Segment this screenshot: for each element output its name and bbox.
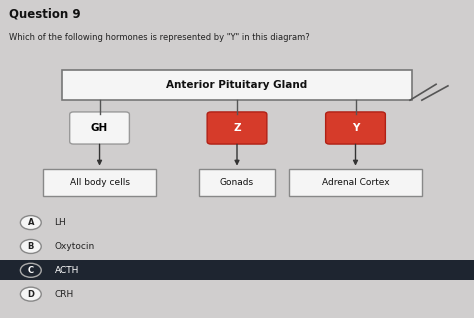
FancyBboxPatch shape (207, 112, 267, 144)
Circle shape (20, 263, 41, 277)
Text: ACTH: ACTH (55, 266, 79, 275)
FancyBboxPatch shape (62, 70, 412, 100)
Text: A: A (27, 218, 34, 227)
FancyBboxPatch shape (0, 260, 474, 280)
Text: Z: Z (233, 123, 241, 133)
Text: Adrenal Cortex: Adrenal Cortex (322, 177, 389, 187)
Text: GH: GH (91, 123, 108, 133)
Text: C: C (28, 266, 34, 275)
Text: Anterior Pituitary Gland: Anterior Pituitary Gland (166, 80, 308, 90)
FancyBboxPatch shape (199, 169, 275, 196)
FancyBboxPatch shape (43, 169, 156, 196)
Text: D: D (27, 290, 34, 299)
Circle shape (20, 216, 41, 230)
Text: Oxytocin: Oxytocin (55, 242, 95, 251)
Text: Question 9: Question 9 (9, 8, 81, 21)
Circle shape (20, 239, 41, 253)
Text: Y: Y (352, 123, 359, 133)
FancyBboxPatch shape (70, 112, 129, 144)
Text: All body cells: All body cells (70, 177, 129, 187)
Text: Which of the following hormones is represented by "Y" in this diagram?: Which of the following hormones is repre… (9, 33, 310, 42)
Text: CRH: CRH (55, 290, 74, 299)
Text: LH: LH (55, 218, 66, 227)
Text: Gonads: Gonads (220, 177, 254, 187)
FancyBboxPatch shape (326, 112, 385, 144)
Circle shape (20, 287, 41, 301)
FancyBboxPatch shape (289, 169, 422, 196)
Text: B: B (27, 242, 34, 251)
